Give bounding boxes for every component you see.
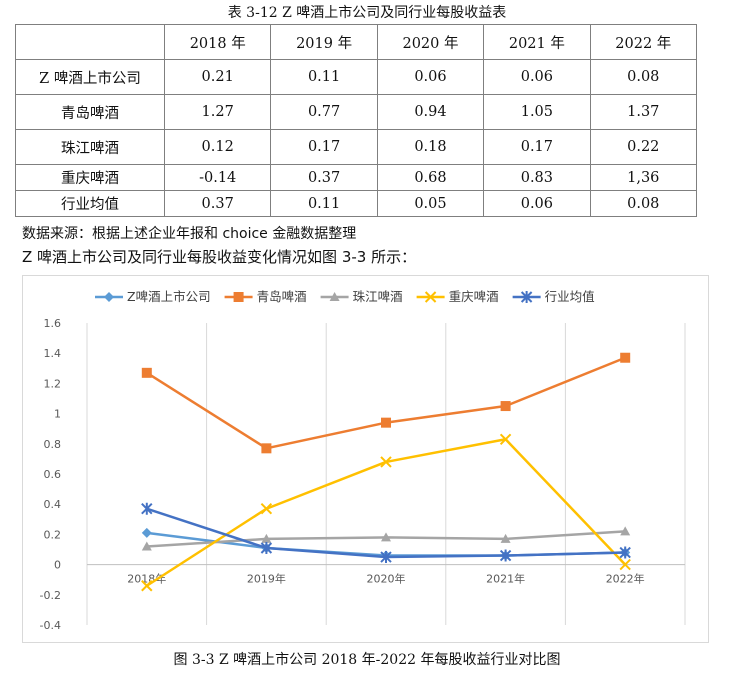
row-label: 青岛啤酒 xyxy=(15,94,165,130)
chart-svg: -0.4 -0.2 0 0.2 0.4 0.6 0.8 1 1.2 1.4 1.6 2018年 2019… xyxy=(40,289,686,632)
table-cell: 1,36 xyxy=(589,164,698,191)
data-point xyxy=(499,549,512,562)
legend-label: 行业均值 xyxy=(545,289,595,304)
y-tick-label: 0.6 xyxy=(44,468,62,481)
y-tick-label: 1.6 xyxy=(44,317,62,330)
table-cell: 0.05 xyxy=(376,190,485,217)
data-point xyxy=(260,503,273,515)
table-row: 珠江啤酒 0.12 0.17 0.18 0.17 0.22 xyxy=(15,129,698,165)
series-line xyxy=(146,356,626,450)
x-tick-label: 2022年 xyxy=(606,572,645,586)
table-cell: 0.11 xyxy=(270,59,378,95)
table-cell: 0.77 xyxy=(270,94,378,130)
row-label: 重庆啤酒 xyxy=(15,164,165,191)
table-cell: 0.18 xyxy=(376,129,485,165)
legend-label: 珠江啤酒 xyxy=(353,289,403,304)
data-point xyxy=(499,433,512,445)
header-year: 2019 年 xyxy=(270,24,378,60)
data-point xyxy=(381,532,391,542)
data-point xyxy=(500,401,511,412)
row-label: 珠江啤酒 xyxy=(15,129,165,165)
table-row: 青岛啤酒 1.27 0.77 0.94 1.05 1.37 xyxy=(15,94,698,130)
data-point xyxy=(380,551,392,564)
y-tick-label: 0 xyxy=(54,559,61,572)
table-cell: 0.21 xyxy=(163,59,272,95)
header-year: 2021 年 xyxy=(483,24,591,60)
figure-caption: 图 3-3 Z 啤酒上市公司 2018 年-2022 年每股收益行业对比图 xyxy=(173,652,561,668)
table-cell: 0.94 xyxy=(376,94,485,130)
table-cell: 0.06 xyxy=(483,59,591,95)
y-tick-label: 1.2 xyxy=(44,377,62,390)
x-tick-label: 2020年 xyxy=(367,572,406,586)
eps-table: 2018 年 2019 年 2020 年 2021 年 2022 年 Z 啤酒上… xyxy=(15,24,698,217)
table-cell: 0.11 xyxy=(270,190,378,217)
data-point xyxy=(381,417,391,428)
table-cell: 1.05 xyxy=(483,94,591,130)
table-row: Z 啤酒上市公司 0.21 0.11 0.06 0.06 0.08 xyxy=(15,59,698,95)
table-cell: 0.06 xyxy=(483,190,591,217)
table-cell: 0.08 xyxy=(589,190,698,217)
x-tick-label: 2018年 xyxy=(127,572,166,586)
data-source-note: 数据来源：根据上述企业年报和 choice 金融数据整理 xyxy=(22,226,357,242)
y-tick-label: 0.2 xyxy=(44,528,62,541)
legend-label: 青岛啤酒 xyxy=(257,289,307,304)
data-point xyxy=(500,533,511,543)
table-cell: 1.27 xyxy=(163,94,272,130)
y-tick-label: -0.4 xyxy=(40,619,61,632)
table-cell: 0.83 xyxy=(483,164,591,191)
table-cell: 0.17 xyxy=(270,129,378,165)
data-point xyxy=(261,533,272,543)
header-blank-cell xyxy=(15,24,165,60)
legend-marker xyxy=(329,292,340,301)
table-cell: 0.37 xyxy=(270,164,378,191)
y-tick-label: 1.4 xyxy=(44,347,62,360)
table-header-row: 2018 年 2019 年 2020 年 2021 年 2022 年 xyxy=(15,24,698,60)
data-point xyxy=(260,541,273,554)
header-year: 2020 年 xyxy=(376,24,485,60)
data-point xyxy=(619,546,631,559)
data-point xyxy=(261,443,272,454)
row-label: Z 啤酒上市公司 xyxy=(15,59,165,95)
table-cell: 1.37 xyxy=(589,94,698,130)
table-row: 重庆啤酒 -0.14 0.37 0.68 0.83 1,36 xyxy=(15,164,698,191)
data-point xyxy=(380,456,392,468)
row-label: 行业均值 xyxy=(15,190,165,217)
eps-line-chart: -0.4 -0.2 0 0.2 0.4 0.6 0.8 1 1.2 1.4 1.6 2018年 2019… xyxy=(22,275,709,643)
data-point xyxy=(141,367,152,378)
x-tick-label: 2019年 xyxy=(247,572,286,586)
table-cell: 0.12 xyxy=(163,129,272,165)
data-point xyxy=(620,352,631,363)
table-cell: 0.17 xyxy=(483,129,591,165)
table-cell: 0.08 xyxy=(589,59,698,95)
legend-marker xyxy=(104,292,114,302)
data-point xyxy=(619,558,631,571)
y-tick-label: 1 xyxy=(54,408,61,421)
legend-label: Z啤酒上市公司 xyxy=(127,289,211,304)
data-point xyxy=(141,527,152,538)
data-point xyxy=(141,580,153,592)
legend-label: 重庆啤酒 xyxy=(449,289,499,304)
header-year: 2022 年 xyxy=(589,24,698,60)
y-tick-label: 0.4 xyxy=(44,498,62,511)
data-point xyxy=(141,541,152,551)
data-point xyxy=(620,526,631,536)
table-cell: 0.68 xyxy=(376,164,485,191)
y-tick-label: 0.8 xyxy=(44,438,62,451)
table-row: 行业均值 0.37 0.11 0.05 0.06 0.08 xyxy=(15,190,698,217)
legend-marker xyxy=(233,292,244,302)
table-cell: 0.06 xyxy=(376,59,485,95)
legend-marker xyxy=(424,291,437,303)
data-point xyxy=(141,502,153,515)
x-tick-label: 2021年 xyxy=(486,572,525,586)
table-cell: 0.22 xyxy=(589,129,698,165)
table-caption: 表 3-12 Z 啤酒上市公司及同行业每股收益表 xyxy=(227,5,507,21)
table-cell: -0.14 xyxy=(163,164,272,191)
y-tick-label: -0.2 xyxy=(40,589,61,602)
table-cell: 0.37 xyxy=(163,190,272,217)
header-year: 2018 年 xyxy=(163,24,272,60)
legend-marker xyxy=(520,291,533,303)
intro-paragraph: Z 啤酒上市公司及同行业每股收益变化情况如图 3-3 所示： xyxy=(22,248,417,266)
